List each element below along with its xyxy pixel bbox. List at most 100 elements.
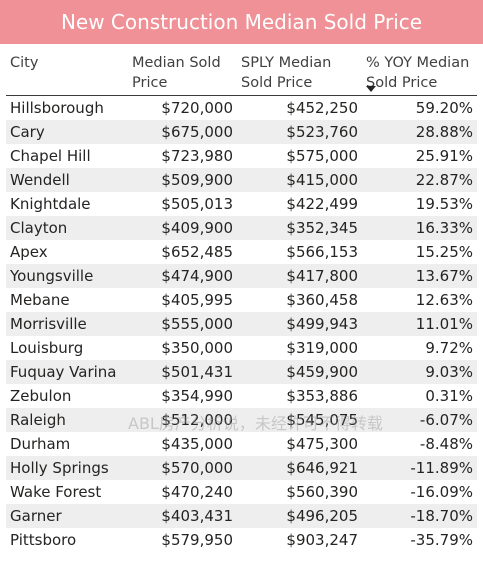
cell-sply: $319,000: [286, 338, 358, 357]
table-row[interactable]: Clayton $409,900 $352,345 16.33%: [6, 215, 477, 240]
cell-sply: $499,943: [237, 311, 362, 336]
cell-sply: $422,499: [286, 194, 358, 213]
cell-sply: $646,921: [237, 455, 362, 480]
cell-city: Mebane: [10, 290, 70, 309]
cell-yoy: 28.88%: [362, 119, 477, 144]
cell-sply: $352,345: [237, 215, 362, 240]
column-header-label: City: [10, 55, 39, 71]
cell-median: $512,000: [128, 407, 237, 432]
cell-city: Knightdale: [10, 194, 91, 213]
table-row[interactable]: Wake Forest $470,240 $560,390 -16.09%: [6, 480, 477, 504]
cell-city: Garner: [6, 503, 128, 528]
cell-sply: $360,458: [286, 290, 358, 309]
table-row[interactable]: Raleigh $512,000 $545,075 -6.07%: [6, 407, 477, 432]
cell-city: Raleigh: [6, 407, 128, 432]
cell-median: $652,485: [161, 242, 233, 261]
cell-median: $509,900: [128, 167, 237, 192]
table-row[interactable]: Durham $435,000 $475,300 -8.48%: [6, 432, 477, 456]
cell-median: $350,000: [161, 338, 233, 357]
cell-yoy: 22.87%: [362, 167, 477, 192]
cell-sply: $353,886: [286, 386, 358, 405]
column-header-label: Median Sold Price: [132, 55, 221, 91]
table-row[interactable]: Wendell $509,900 $415,000 22.87%: [6, 167, 477, 192]
column-header-label: SPLY Median Sold Price: [241, 55, 332, 91]
cell-city: Durham: [10, 434, 71, 453]
cell-city: Zebulon: [10, 386, 72, 405]
column-header-city[interactable]: City: [6, 44, 128, 96]
cell-city: Wake Forest: [10, 482, 102, 501]
cell-sply: $566,153: [286, 242, 358, 261]
table-row[interactable]: Hillsborough $720,000 $452,250 59.20%: [6, 95, 477, 120]
cell-yoy: 9.03%: [362, 359, 477, 384]
table-header-row: City Median Sold Price SPLY Median Sold …: [6, 44, 477, 96]
cell-sply: $575,000: [286, 146, 358, 165]
cell-yoy: 11.01%: [362, 311, 477, 336]
cell-city: Fuquay Varina: [6, 359, 128, 384]
cell-sply: $523,760: [237, 119, 362, 144]
cell-sply: $903,247: [286, 530, 358, 549]
cell-yoy: -6.07%: [362, 407, 477, 432]
table-row[interactable]: Mebane $405,995 $360,458 12.63%: [6, 288, 477, 312]
table-row[interactable]: Youngsville $474,900 $417,800 13.67%: [6, 263, 477, 288]
cell-median: $470,240: [161, 482, 233, 501]
column-header-yoy[interactable]: % YOY Median Sold Price: [362, 44, 477, 96]
table-row[interactable]: Fuquay Varina $501,431 $459,900 9.03%: [6, 359, 477, 384]
cell-yoy: -18.70%: [362, 503, 477, 528]
cell-median: $405,995: [161, 290, 233, 309]
table-row[interactable]: Garner $403,431 $496,205 -18.70%: [6, 503, 477, 528]
sort-descending-icon[interactable]: [366, 85, 376, 92]
column-header-sply[interactable]: SPLY Median Sold Price: [237, 44, 362, 96]
cell-city: Clayton: [6, 215, 128, 240]
cell-sply: $560,390: [286, 482, 358, 501]
table-row[interactable]: Pittsboro $579,950 $903,247 -35.79%: [6, 528, 477, 552]
cell-yoy: 0.31%: [425, 386, 473, 405]
cell-city: Holly Springs: [6, 455, 128, 480]
cell-yoy: 13.67%: [362, 263, 477, 288]
cell-sply: $459,900: [237, 359, 362, 384]
cell-median: $505,013: [161, 194, 233, 213]
cell-median: $354,990: [161, 386, 233, 405]
cell-median: $720,000: [161, 98, 233, 117]
table-row[interactable]: Knightdale $505,013 $422,499 19.53%: [6, 192, 477, 216]
cell-median: $675,000: [128, 119, 237, 144]
cell-median: $474,900: [128, 263, 237, 288]
cell-yoy: 19.53%: [415, 194, 473, 213]
price-table-container: City Median Sold Price SPLY Median Sold …: [6, 44, 483, 552]
cell-city: Morrisville: [6, 311, 128, 336]
table-row[interactable]: Apex $652,485 $566,153 15.25%: [6, 240, 477, 264]
cell-median: $501,431: [128, 359, 237, 384]
column-header-median[interactable]: Median Sold Price: [128, 44, 237, 96]
table-row[interactable]: Louisburg $350,000 $319,000 9.72%: [6, 336, 477, 360]
cell-median: $435,000: [161, 434, 233, 453]
table-row[interactable]: Zebulon $354,990 $353,886 0.31%: [6, 384, 477, 408]
cell-city: Chapel Hill: [10, 146, 91, 165]
cell-city: Louisburg: [10, 338, 84, 357]
cell-median: $409,900: [128, 215, 237, 240]
table-row[interactable]: Morrisville $555,000 $499,943 11.01%: [6, 311, 477, 336]
cell-yoy: -16.09%: [410, 482, 473, 501]
report-title: New Construction Median Sold Price: [0, 0, 483, 44]
cell-median: $570,000: [128, 455, 237, 480]
cell-median: $579,950: [161, 530, 233, 549]
cell-sply: $475,300: [286, 434, 358, 453]
price-table: City Median Sold Price SPLY Median Sold …: [6, 44, 477, 552]
cell-yoy: -11.89%: [362, 455, 477, 480]
cell-sply: $415,000: [237, 167, 362, 192]
cell-yoy: 12.63%: [415, 290, 473, 309]
cell-city: Youngsville: [6, 263, 128, 288]
cell-yoy: 16.33%: [362, 215, 477, 240]
table-row[interactable]: Holly Springs $570,000 $646,921 -11.89%: [6, 455, 477, 480]
table-body: Hillsborough $720,000 $452,250 59.20% Cary $6…: [6, 95, 477, 552]
cell-city: Apex: [10, 242, 48, 261]
report-title-text: New Construction Median Sold Price: [60, 10, 423, 34]
table-row[interactable]: Chapel Hill $723,980 $575,000 25.91%: [6, 144, 477, 168]
cell-city: Hillsborough: [10, 98, 104, 117]
cell-median: $555,000: [128, 311, 237, 336]
cell-city: Wendell: [6, 167, 128, 192]
table-row[interactable]: Cary $675,000 $523,760 28.88%: [6, 119, 477, 144]
cell-sply: $545,075: [237, 407, 362, 432]
cell-yoy: 59.20%: [415, 98, 473, 117]
cell-yoy: 9.72%: [425, 338, 473, 357]
cell-median: $723,980: [161, 146, 233, 165]
cell-sply: $417,800: [237, 263, 362, 288]
